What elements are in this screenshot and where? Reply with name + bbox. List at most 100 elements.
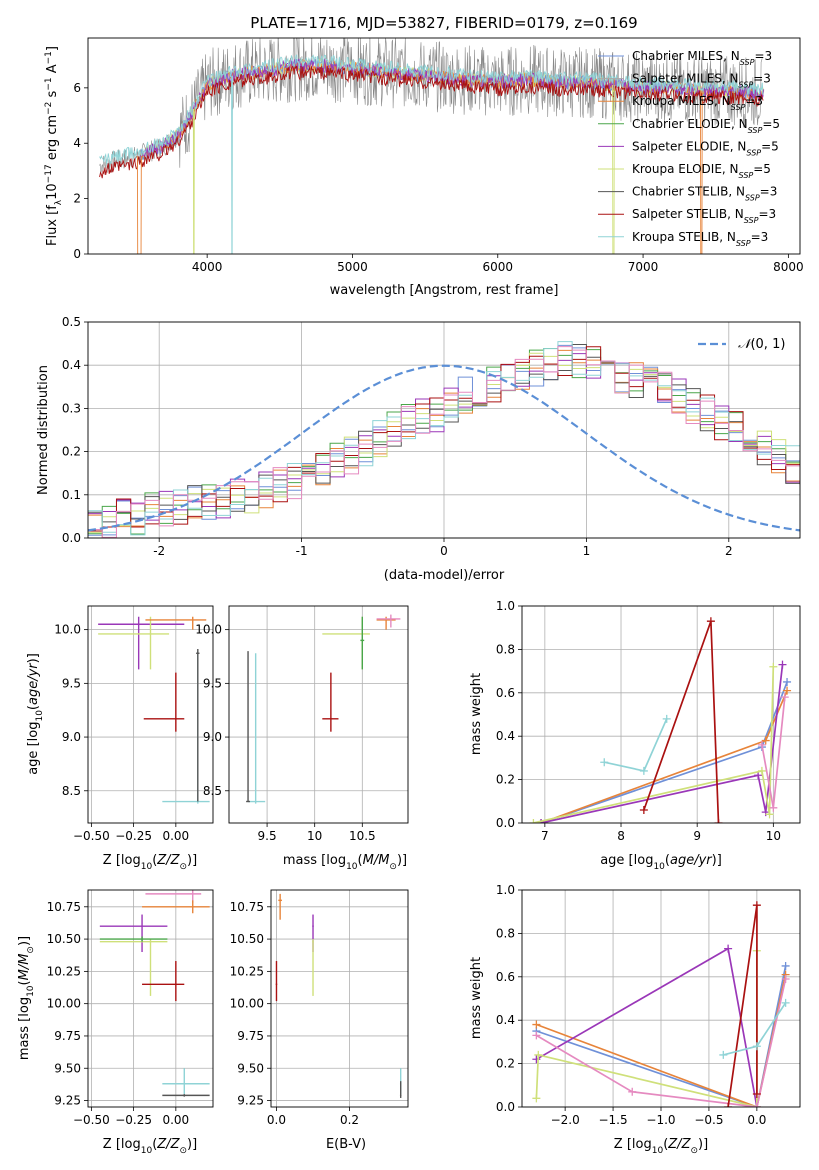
legend-label: Chabrier MILES, NSSP=3 [632,49,772,67]
y-tick-label: 10.00 [47,997,81,1011]
x-tick-label: 0.00 [162,829,189,843]
legend-label: Kroupa STELIB, NSSP=3 [632,230,768,248]
y-tick-label: 2 [73,192,81,206]
y-tick-label: 6 [73,81,81,95]
mass-weight-line [540,690,788,823]
x-axis-label: Z [log10(Z/Z⊙)] [614,1137,708,1156]
plus-marker [752,901,761,910]
x-tick-label: 0.0 [747,1113,766,1127]
y-tick-label: 0 [73,247,81,261]
y-tick-label: 0.0 [62,531,81,545]
plus-marker [532,1031,541,1040]
x-tick-label: 9 [693,829,701,843]
y-tick-label: 0.0 [496,1100,515,1114]
y-tick-label: 9.25 [54,1094,81,1108]
plus-marker [532,1094,541,1103]
x-tick-label: 2 [725,544,733,558]
legend-label: Salpeter MILES, NSSP=3 [632,72,771,90]
y-tick-label: 0.0 [496,816,515,830]
x-tick-label: 9.5 [258,829,277,843]
spectrum-panel: 4000 5000 6000 7000 8000 0 2 4 6 Chabrier MILES, … [44,37,804,298]
x-tick-label: −1.5 [598,1113,627,1127]
x-tick-label: -1 [296,544,308,558]
y-tick-label: 0.4 [496,1013,515,1027]
histogram-step-line [88,352,800,533]
legend-label: Salpeter STELIB, NSSP=3 [632,207,776,225]
axes-frame [521,889,801,1108]
plus-marker [781,974,790,983]
y-tick-label: 0.6 [496,970,515,984]
axes-frame [87,889,214,1108]
y-tick-label: 10.75 [47,900,81,914]
x-tick-label: 0.00 [162,1113,189,1127]
mass-weight-line [535,978,787,1107]
plus-marker [714,819,723,823]
legend-label: Chabrier ELODIE, NSSP=5 [632,117,780,135]
plot-area [88,341,800,538]
plus-marker [752,1103,761,1107]
y-tick-label: 9.5 [62,676,81,690]
legend-label: Chabrier STELIB, NSSP=3 [632,185,777,203]
x-axis-label: age [log10(age/yr)] [600,853,722,872]
x-tick-label: 1 [583,544,591,558]
x-axis-label: Z [log10(Z/Z⊙)] [103,1137,197,1156]
mass-weight-vs-age-panel: 7 8 9 10 0.0 0.2 0.4 0.6 0.8 1.0 age [log10(age/yr… [469,599,801,872]
y-tick-label: 0.2 [496,1057,515,1071]
plus-marker [537,819,546,823]
x-tick-label: 8 [617,829,625,843]
plot-area [532,901,790,1107]
x-tick-label: 7 [541,829,549,843]
y-tick-label: 0.4 [496,729,515,743]
model-spectrum-line [99,65,764,179]
x-tick-label: 10 [307,829,322,843]
y-tick-label: 10.00 [230,997,264,1011]
axes-frame [87,605,214,824]
y-tick-label: 10.0 [195,623,222,637]
model-edge-line [136,155,142,254]
model-edge-line [700,90,703,254]
y-axis-label: mass weight [469,957,484,1039]
plus-marker [628,1087,637,1096]
axes-frame [87,321,801,539]
x-tick-label: −0.5 [694,1113,723,1127]
histogram-step-line [88,346,800,538]
y-axis-label: age [log10(age/yr)] [26,653,45,775]
legend-label: Kroupa MILES, NSSP=3 [632,94,763,112]
y-tick-label: 10.75 [230,900,264,914]
x-tick-label: −0.50 [73,1113,110,1127]
plus-marker [757,766,766,775]
y-tick-label: 0.5 [62,315,81,329]
plot-area [246,614,401,804]
x-tick-label: −1.0 [646,1113,675,1127]
y-tick-label: 0.8 [496,642,515,656]
axes-frame [270,889,409,1108]
model-edge-line [192,111,195,254]
plus-marker [534,1050,543,1059]
plus-marker [724,1103,733,1107]
x-tick-label: 10.5 [349,829,376,843]
plus-marker [769,803,778,812]
y-tick-label: 10.25 [230,964,264,978]
x-tick-label: 10 [766,829,781,843]
plus-marker [769,662,778,671]
y-tick-label: 9.0 [203,730,222,744]
x-tick-label: 7000 [628,260,659,274]
x-tick-label: 0 [440,544,448,558]
x-axis-label: Z [log10(Z/Z⊙)] [103,853,197,872]
y-tick-label: 9.5 [203,676,222,690]
plus-marker [532,1055,541,1064]
plus-marker [724,944,733,953]
plus-marker [780,693,789,702]
plus-marker [781,961,790,970]
x-tick-label: 5000 [337,260,368,274]
histogram-step-line [88,347,800,535]
mass-weight-line [535,947,758,1107]
x-axis-label: E(B-V) [326,1137,366,1152]
plus-marker [761,736,770,745]
axes-frame [228,605,409,824]
plus-marker [532,1020,541,1029]
y-tick-label: 1.0 [496,599,515,613]
mass-vs-metallicity-panel: −0.50 −0.25 0.00 9.25 9.50 9.75 10.00 10.25 10.5… [17,889,214,1156]
age-vs-metallicity-panel: −0.50 −0.25 0.00 8.5 9.0 9.5 10.0 Z [log10(Z/Z⊙… [26,605,214,872]
plot-area [529,617,792,823]
